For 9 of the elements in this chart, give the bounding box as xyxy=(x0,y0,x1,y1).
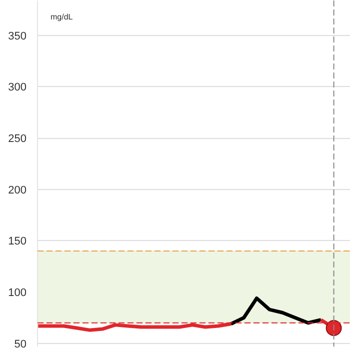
y-tick-label: 300 xyxy=(8,82,27,94)
y-tick-label: 250 xyxy=(8,133,27,146)
y-tick-label: 350 xyxy=(8,30,27,42)
y-tick-label: 200 xyxy=(8,184,27,196)
y-tick-label: 100 xyxy=(8,287,27,300)
y-tick-label: 50 xyxy=(14,338,27,350)
line-series xyxy=(229,296,323,326)
y-axis-title: mg/dL xyxy=(50,12,74,22)
y-tick-label: 150 xyxy=(8,236,27,248)
